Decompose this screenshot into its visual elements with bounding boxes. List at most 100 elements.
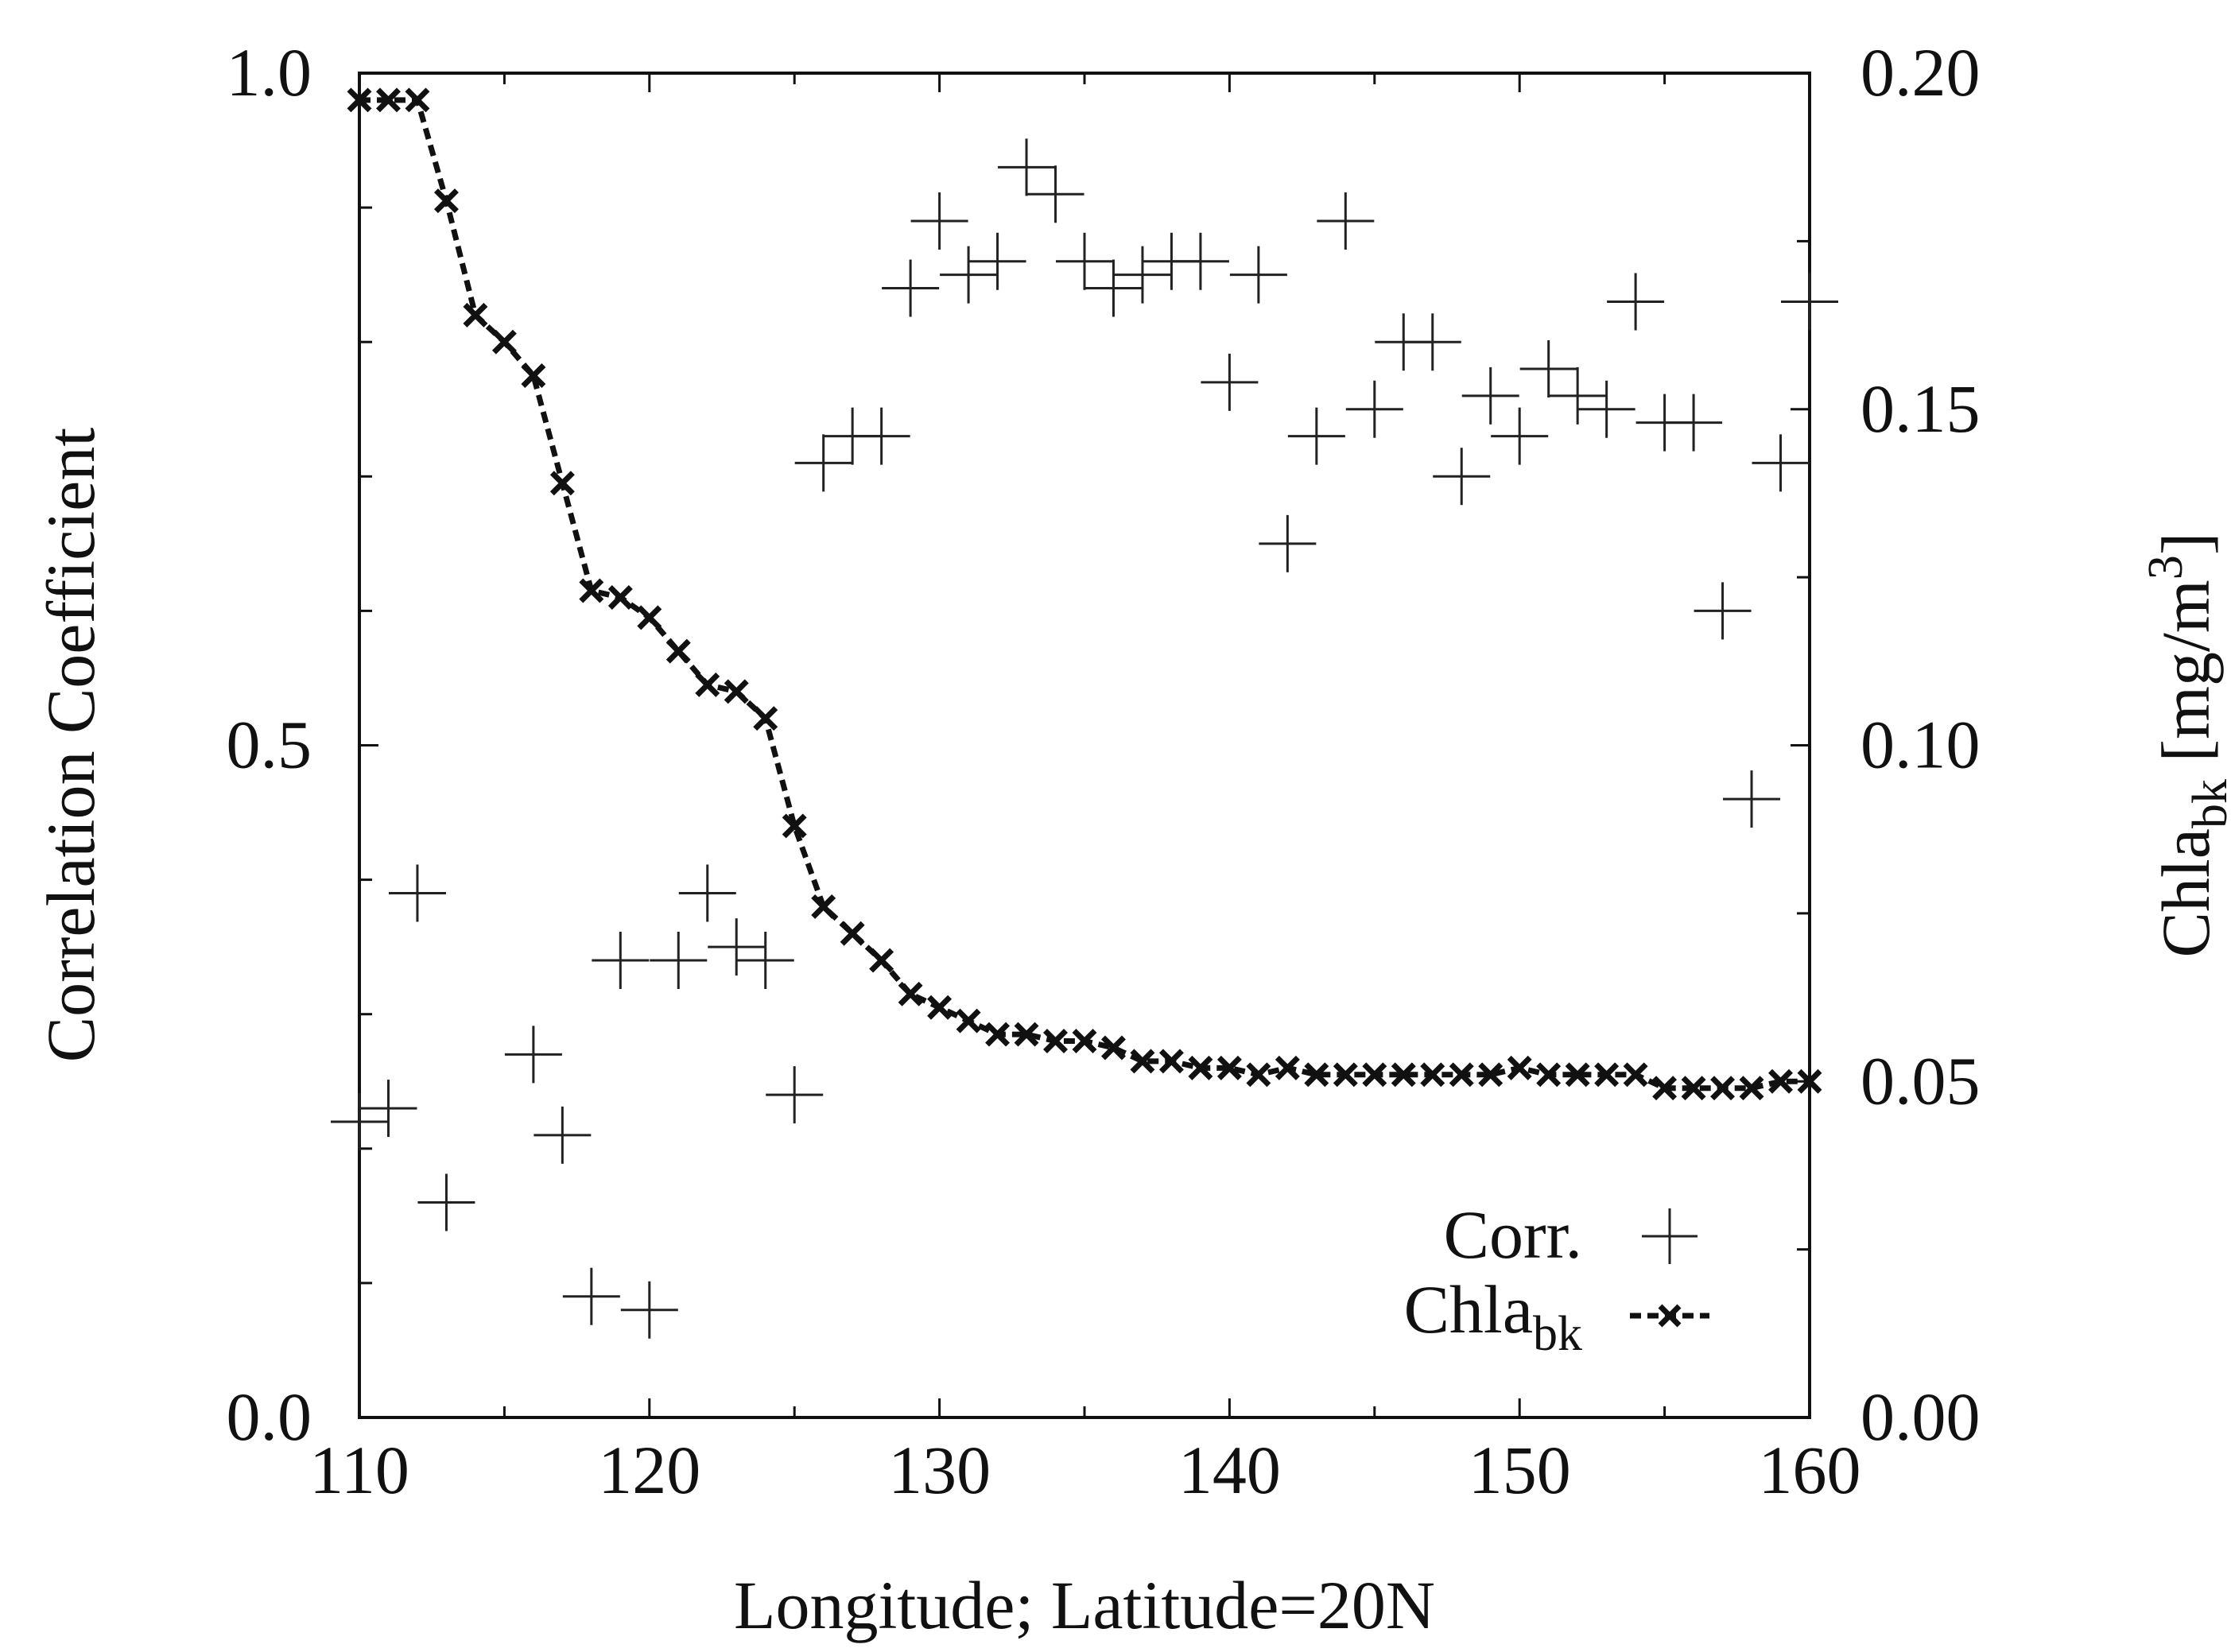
y-left-tick-label: 0.0: [227, 1379, 312, 1455]
chla-point: [463, 302, 488, 328]
chla-point: [347, 87, 372, 113]
chla-point: [433, 188, 459, 214]
corr-point: [1287, 407, 1345, 465]
corr-point: [1113, 246, 1171, 304]
corr-point: [1056, 232, 1113, 290]
chla-point: [1216, 1055, 1242, 1080]
chla-point: [1507, 1055, 1532, 1080]
chla-point: [579, 578, 604, 603]
corr-point: [1491, 407, 1549, 465]
corr-point: [794, 434, 852, 492]
x-tick-label: 160: [1759, 1432, 1861, 1508]
chla-point: [1188, 1055, 1213, 1080]
chla-point: [376, 87, 401, 113]
y-right-title-unit-sup: 3: [2139, 555, 2193, 580]
chla-point: [1043, 1029, 1068, 1053]
corr-point: [534, 1106, 592, 1164]
y-left-tick-label: 1.0: [227, 34, 312, 111]
legend: Corr. Chlabk: [1404, 1196, 1709, 1361]
chla-point: [1449, 1062, 1474, 1088]
chla-point: [1478, 1062, 1504, 1088]
chla-point: [753, 706, 778, 731]
chla-point: [665, 638, 691, 664]
chla-point: [1014, 1022, 1039, 1047]
corr-point: [766, 1066, 824, 1124]
y-right-tick-label: 0.05: [1860, 1042, 1981, 1119]
corr-point: [1229, 246, 1287, 304]
chla-point: [1304, 1062, 1329, 1088]
legend-corr-label: Corr.: [1444, 1196, 1582, 1273]
y-left-tick-label: 0.5: [227, 707, 312, 783]
corr-point: [562, 1267, 620, 1325]
legend-corr-marker: [1642, 1208, 1698, 1264]
chla-point: [811, 894, 836, 919]
chla-point: [1072, 1029, 1097, 1053]
chla-point: [840, 921, 865, 946]
y-right-tick-label: 0.00: [1860, 1379, 1981, 1455]
legend-chla-label: Chlabk: [1404, 1271, 1582, 1361]
corr-point: [504, 1026, 562, 1084]
corr-point: [359, 1080, 417, 1138]
corr-point: [1461, 366, 1519, 425]
corr-point: [852, 407, 910, 465]
chla-point: [1362, 1062, 1387, 1088]
corr-point: [592, 932, 650, 990]
chla-point: [1158, 1049, 1184, 1074]
chla-point: [1420, 1062, 1445, 1088]
chla-series: [347, 87, 1822, 1101]
chla-point: [1681, 1076, 1706, 1101]
chla-point: [1130, 1049, 1155, 1074]
chla-point: [1275, 1055, 1300, 1080]
corr-point: [968, 232, 1026, 290]
corr-point: [736, 932, 794, 990]
chla-point: [927, 995, 953, 1020]
corr-point: [678, 864, 736, 922]
corr-point: [1317, 192, 1375, 250]
chla-point: [1391, 1062, 1416, 1088]
corr-series: [331, 138, 1838, 1339]
y-right-tick-label: 0.15: [1860, 370, 1981, 447]
x-tick-label: 120: [598, 1432, 700, 1508]
tick-labels: 110 120 130 140 150 160 0.0 0.5 1.0 0.00 0.05 0.10 0…: [227, 34, 1981, 1508]
y-right-title-base: Chla: [2148, 828, 2224, 957]
chla-point: [1565, 1062, 1590, 1088]
corr-point: [417, 1173, 475, 1231]
chla-point: [491, 329, 517, 355]
corr-point: [1259, 514, 1317, 572]
corr-point: [1026, 165, 1084, 223]
corr-point: [1345, 380, 1403, 438]
corr-point: [1723, 770, 1781, 828]
y-right-title-sub: bk: [2183, 779, 2231, 828]
corr-point: [1549, 366, 1607, 425]
x-tick-label: 130: [888, 1432, 991, 1508]
chla-point: [521, 363, 546, 388]
corr-point: [1433, 448, 1491, 506]
chla-point: [985, 1022, 1011, 1047]
legend-chla-marker: [1630, 1304, 1709, 1328]
corr-point: [940, 246, 998, 304]
chla-point: [607, 585, 633, 610]
legend-chla-sub: bk: [1533, 1307, 1582, 1361]
corr-point: [1519, 340, 1577, 398]
corr-point: [1607, 273, 1665, 331]
chla-point: [1652, 1076, 1678, 1101]
chla-point: [695, 672, 720, 697]
corr-point: [1084, 259, 1143, 317]
y-right-title-unit-open: [mg/m: [2148, 580, 2224, 779]
corr-point: [1752, 434, 1810, 492]
chla-point: [1710, 1076, 1736, 1101]
chla-point: [898, 981, 923, 1006]
corr-point: [1171, 232, 1229, 290]
corr-point: [910, 192, 968, 250]
corr-point: [1577, 380, 1635, 438]
chla-point: [956, 1008, 981, 1033]
y-right-tick-label: 0.10: [1860, 707, 1981, 783]
corr-point: [1403, 313, 1461, 371]
chla-point: [1768, 1068, 1793, 1094]
y-right-axis-title: Chlabk [mg/m3]: [2139, 533, 2231, 958]
x-axis-title: Longitude; Latitude=20N: [734, 1567, 1435, 1643]
corr-point: [998, 138, 1056, 196]
chla-point: [869, 948, 894, 973]
corr-point: [1201, 353, 1259, 411]
